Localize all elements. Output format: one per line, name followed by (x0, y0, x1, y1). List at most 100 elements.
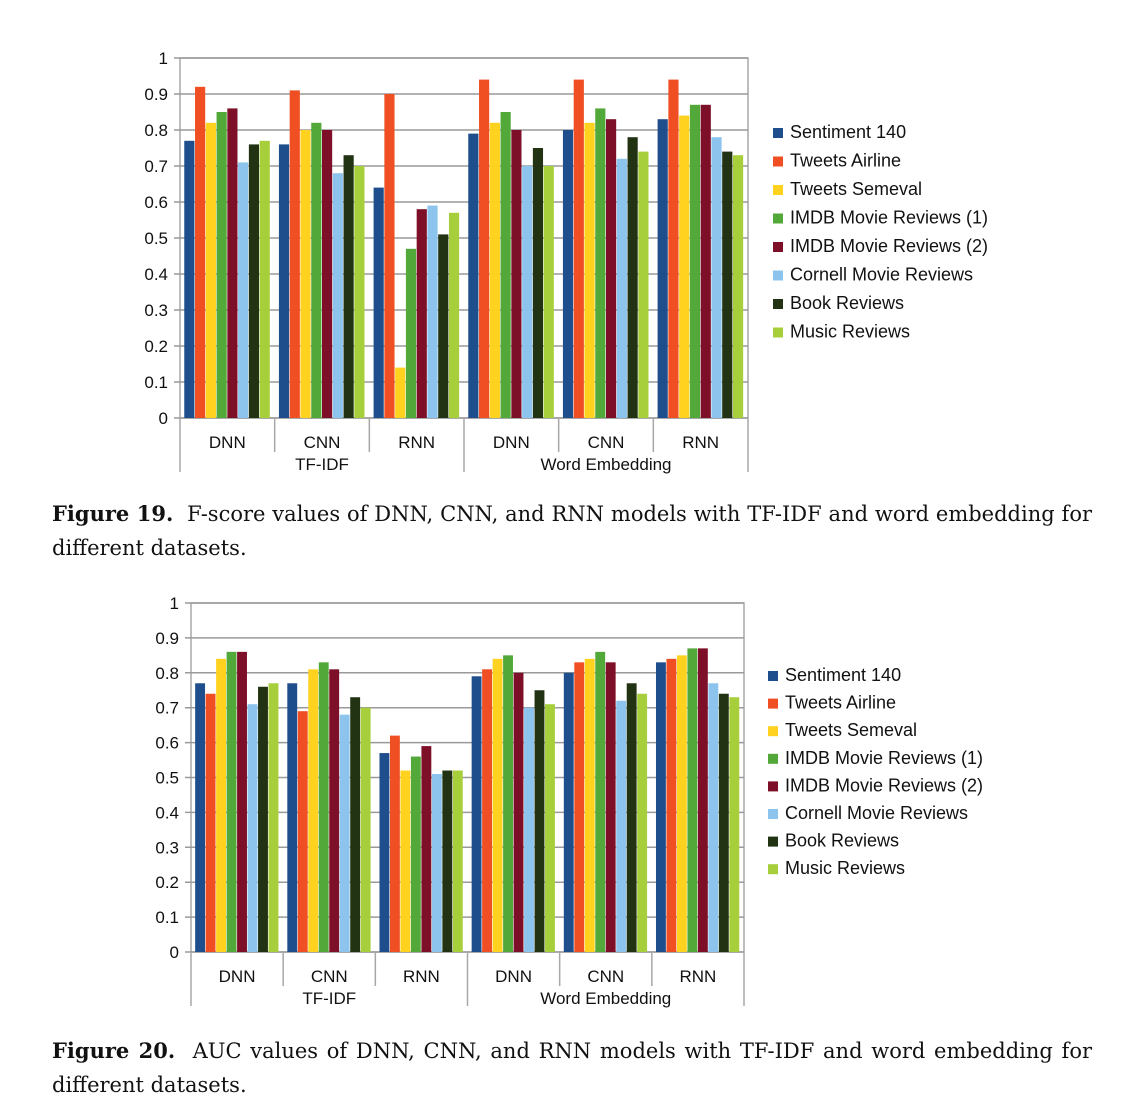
fscore-y-tick-label: 0.2 (144, 337, 168, 356)
auc-bar (431, 774, 442, 952)
fscore-bar (616, 158, 627, 419)
auc-legend-label: Tweets Airline (785, 693, 896, 713)
fscore-legend-swatch (773, 128, 783, 138)
fscore-bar (195, 86, 206, 419)
auc-legend-label: IMDB Movie Reviews (1) (785, 748, 983, 768)
fscore-y-tick-label: 0.1 (144, 373, 168, 392)
auc-legend-label: IMDB Movie Reviews (2) (785, 775, 983, 795)
auc-y-tick-label: 0.5 (155, 769, 179, 788)
auc-legend-label: Cornell Movie Reviews (785, 803, 968, 823)
auc-bar (545, 704, 555, 952)
fscore-bar (278, 144, 290, 418)
fscore-legend-label: Music Reviews (790, 322, 910, 342)
auc-bar (339, 714, 350, 952)
fscore-bar (543, 166, 554, 418)
fscore-bar (384, 94, 395, 418)
figure-20-text: AUC values of DNN, CNN, and RNN models w… (52, 1039, 1093, 1097)
auc-category-label: RNN (403, 967, 440, 986)
fscore-y-tick-label: 0.7 (144, 157, 168, 176)
f-score-chart: 0 0.1 0.2 0.3 0.4 0.5 0.6 0.7 0.8 0.9 1 DNN CNN RNN DN… (144, 49, 988, 474)
fscore-y-tick-label: 0.9 (144, 85, 168, 104)
auc-bar (574, 662, 585, 952)
fscore-y-tick-label: 0 (159, 409, 168, 428)
auc-bar (697, 648, 708, 952)
fscore-bar (468, 133, 479, 418)
auc-bar (584, 658, 595, 952)
auc-group-label: TF-IDF (302, 989, 356, 1008)
auc-category-label: DNN (495, 967, 532, 986)
auc-bar (360, 707, 371, 952)
auc-bar (492, 658, 503, 952)
fscore-bar (448, 212, 460, 418)
auc-group-label: Word Embedding (540, 989, 671, 1008)
auc-bar (421, 746, 432, 952)
auc-bar (676, 655, 687, 952)
fscore-bar (216, 112, 227, 418)
auc-bar (410, 756, 421, 952)
fscore-category-label: DNN (209, 433, 246, 452)
fscore-category-label: DNN (493, 433, 530, 452)
auc-chart: 0 0.1 0.2 0.3 0.4 0.5 0.6 0.7 0.8 0.9 1 DNN CNN RNN DN… (155, 594, 983, 1008)
fscore-bar (732, 155, 744, 418)
fscore-bar (584, 122, 595, 419)
fscore-y-tick-label: 0.5 (144, 229, 168, 248)
fscore-bar (679, 115, 690, 418)
figure-19-label: Figure 19. (52, 501, 174, 526)
fscore-bar (522, 166, 533, 418)
fscore-group-label: Word Embedding (540, 455, 671, 474)
fscore-bar (595, 108, 606, 419)
fscore-bar (562, 130, 574, 418)
fscore-bar (259, 140, 270, 419)
auc-y-tick-label: 0.2 (155, 873, 179, 892)
auc-legend-swatch (768, 781, 778, 792)
fscore-bar (657, 119, 668, 418)
fscore-bar (511, 130, 522, 418)
fscore-group-label: TF-IDF (295, 455, 349, 474)
auc-bar (308, 669, 319, 952)
auc-bar (482, 669, 493, 952)
figure-19-caption: Figure 19. F-score values of DNN, CNN, a… (52, 497, 1092, 565)
fscore-bar (711, 137, 722, 418)
auc-bar (626, 683, 637, 952)
figure-20-caption: Figure 20. AUC values of DNN, CNN, and R… (52, 1034, 1092, 1102)
fscore-legend-label: Cornell Movie Reviews (790, 265, 973, 285)
fscore-legend-label: Sentiment 140 (790, 122, 906, 142)
fscore-category-label: RNN (398, 433, 435, 452)
fscore-bar (289, 90, 300, 419)
auc-category-label: CNN (311, 967, 348, 986)
auc-bar (524, 707, 534, 952)
auc-bar (195, 683, 206, 952)
fscore-legend-label: IMDB Movie Reviews (1) (790, 208, 988, 228)
auc-bar (534, 690, 545, 952)
fscore-legend-label: Book Reviews (790, 293, 904, 313)
fscore-bar (227, 108, 238, 419)
auc-legend-swatch (768, 726, 778, 737)
fscore-legend-swatch (773, 327, 783, 338)
auc-legend-swatch (768, 698, 778, 709)
fscore-legend-swatch (773, 185, 783, 195)
fscore-bar (184, 140, 195, 419)
fscore-bar (627, 137, 638, 418)
fscore-legend-swatch (773, 270, 783, 281)
auc-bar (718, 693, 729, 952)
fscore-bar (489, 122, 500, 419)
fscore-bar (311, 122, 322, 419)
fscore-bar (638, 151, 649, 418)
auc-bar (637, 693, 648, 952)
fscore-bar (238, 162, 249, 418)
auc-legend-label: Book Reviews (785, 831, 899, 851)
fscore-legend-label: Tweets Semeval (790, 179, 922, 199)
auc-bar (666, 658, 677, 952)
fscore-bar (689, 104, 701, 419)
fscore-bar (332, 173, 343, 418)
auc-bar (595, 651, 606, 952)
fscore-legend-label: IMDB Movie Reviews (2) (790, 236, 988, 256)
fscore-bar (722, 151, 733, 418)
fscore-bar (354, 166, 365, 418)
fscore-bar (416, 209, 427, 418)
fscore-y-tick-label: 0.4 (144, 265, 168, 284)
fscore-category-label: RNN (682, 433, 719, 452)
auc-bar (287, 683, 298, 952)
fscore-y-tick-label: 0.8 (144, 121, 168, 140)
fscore-bar (573, 79, 584, 418)
